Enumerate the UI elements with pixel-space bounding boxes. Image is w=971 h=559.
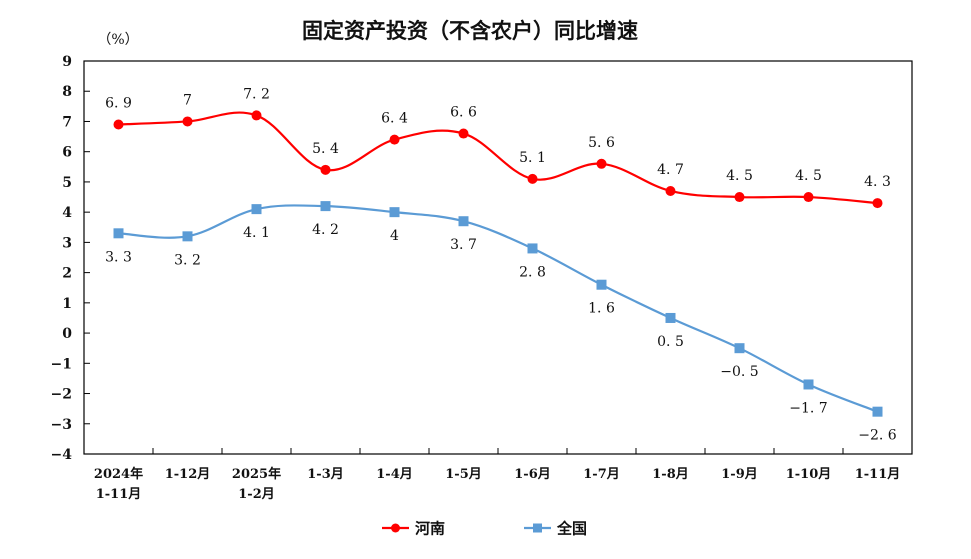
data-point: [182, 116, 193, 127]
y-tick-label: 9: [62, 54, 72, 70]
x-tick-label: 1-7月: [583, 467, 620, 482]
x-tick-label: 1-3月: [307, 467, 344, 482]
data-label: 7: [183, 92, 192, 108]
data-point: [803, 379, 814, 390]
data-label: 4. 5: [726, 168, 753, 184]
data-label: 6. 9: [105, 95, 132, 111]
y-tick-label: 4: [62, 205, 72, 221]
x-tick-label: 1-10月: [786, 467, 832, 482]
series-line: [118, 111, 878, 205]
data-point: [458, 128, 469, 139]
y-tick-label: −4: [51, 447, 73, 463]
data-point: [320, 201, 331, 212]
legend-label: 河南: [415, 520, 445, 538]
x-tick-label: 2025年: [232, 466, 281, 482]
data-point: [734, 343, 745, 354]
data-point: [251, 204, 262, 215]
data-point: [389, 207, 400, 218]
data-label: −0. 5: [720, 364, 758, 380]
data-point: [251, 110, 262, 121]
data-label: 3. 3: [105, 249, 132, 265]
x-tick-label: 1-8月: [652, 467, 689, 482]
x-tick-label: 1-4月: [376, 467, 413, 482]
y-tick-label: 1: [62, 296, 72, 312]
data-point: [596, 279, 607, 290]
data-label: 1. 6: [588, 301, 615, 317]
y-axis-unit-label: （%）: [97, 32, 138, 48]
legend: 河南 全国: [382, 520, 587, 538]
data-label: 4. 1: [243, 225, 270, 241]
data-label: −2. 6: [858, 428, 897, 444]
data-point: [665, 312, 676, 323]
data-label: 4. 3: [864, 174, 891, 190]
data-point: [596, 158, 607, 169]
legend-item-henan: 河南: [382, 520, 445, 538]
data-point: [458, 216, 469, 227]
x-tick-label: 1-6月: [514, 467, 551, 482]
y-tick-label: 3: [62, 235, 72, 251]
data-point: [665, 185, 676, 196]
data-label: 4: [390, 228, 399, 244]
data-label: 5. 1: [519, 150, 546, 166]
data-point: [113, 119, 124, 130]
y-tick-label: −1: [51, 356, 72, 372]
data-point: [113, 228, 124, 239]
data-label: 3. 2: [174, 252, 201, 268]
data-point: [182, 231, 193, 242]
x-tick-label: 1-11月: [96, 487, 142, 502]
data-label: 0. 5: [657, 334, 684, 350]
plot-area-frame: [83, 60, 913, 455]
data-point: [872, 406, 883, 417]
legend-label: 全国: [556, 520, 587, 538]
data-label: 5. 6: [588, 135, 615, 151]
data-label: 7. 2: [243, 86, 270, 102]
data-label: 3. 7: [450, 237, 477, 253]
y-tick-label: 0: [62, 326, 72, 342]
data-label: −1. 7: [789, 400, 827, 416]
data-point: [389, 134, 400, 145]
data-label: 6. 6: [450, 105, 477, 121]
data-point: [527, 173, 538, 184]
series-layer: 6. 9 7 7. 2 5. 4 6. 4 6. 6 5. 1 5. 6 4. 7 4. 5 4. …: [105, 86, 897, 443]
x-tick-label: 1-11月: [855, 467, 901, 482]
legend-marker: [391, 523, 400, 533]
chart-title: 固定资产投资（不含农户）同比增速: [302, 19, 638, 43]
y-tick-label: −2: [51, 387, 72, 403]
data-point: [734, 192, 745, 203]
data-label: 5. 4: [312, 141, 339, 157]
y-axis: 9 8 7 6 5 4 3 2 1 0 −1 −2 −3 −4: [51, 54, 90, 463]
x-tick-label: 1-2月: [238, 487, 275, 502]
y-tick-label: 5: [62, 175, 72, 191]
data-label: 4. 2: [312, 222, 339, 238]
data-label: 6. 4: [381, 111, 408, 127]
series-line: [118, 204, 878, 413]
y-tick-label: 2: [62, 266, 72, 282]
data-label: 4. 7: [657, 162, 684, 178]
data-point: [872, 198, 883, 209]
x-tick-label: 1-12月: [165, 467, 211, 482]
data-label: 4. 5: [795, 168, 822, 184]
y-tick-label: 8: [62, 84, 72, 100]
data-point: [320, 164, 331, 175]
legend-marker: [533, 523, 542, 533]
y-tick-label: −3: [51, 417, 72, 433]
y-tick-label: 6: [62, 145, 72, 161]
y-tick-label: 7: [62, 114, 72, 130]
x-axis: 2024年 1-11月 1-12月 2025年 1-2月 1-3月 1-4月 1-5月 1-6月…: [94, 448, 900, 502]
x-tick-label: 1-5月: [445, 467, 482, 482]
data-point: [803, 192, 814, 203]
legend-item-national: 全国: [524, 520, 587, 538]
x-tick-label: 2024年: [94, 466, 143, 482]
x-tick-label: 1-9月: [721, 467, 758, 482]
series-henan: 6. 9 7 7. 2 5. 4 6. 4 6. 6 5. 1 5. 6 4. 7 4. 5 4. …: [105, 86, 891, 209]
series-national: 3. 3 3. 2 4. 1 4. 2 4 3. 7 2. 8 1. 6 0. 5 −0. 5 −1…: [105, 201, 897, 444]
data-label: 2. 8: [519, 264, 546, 280]
data-point: [527, 243, 538, 254]
